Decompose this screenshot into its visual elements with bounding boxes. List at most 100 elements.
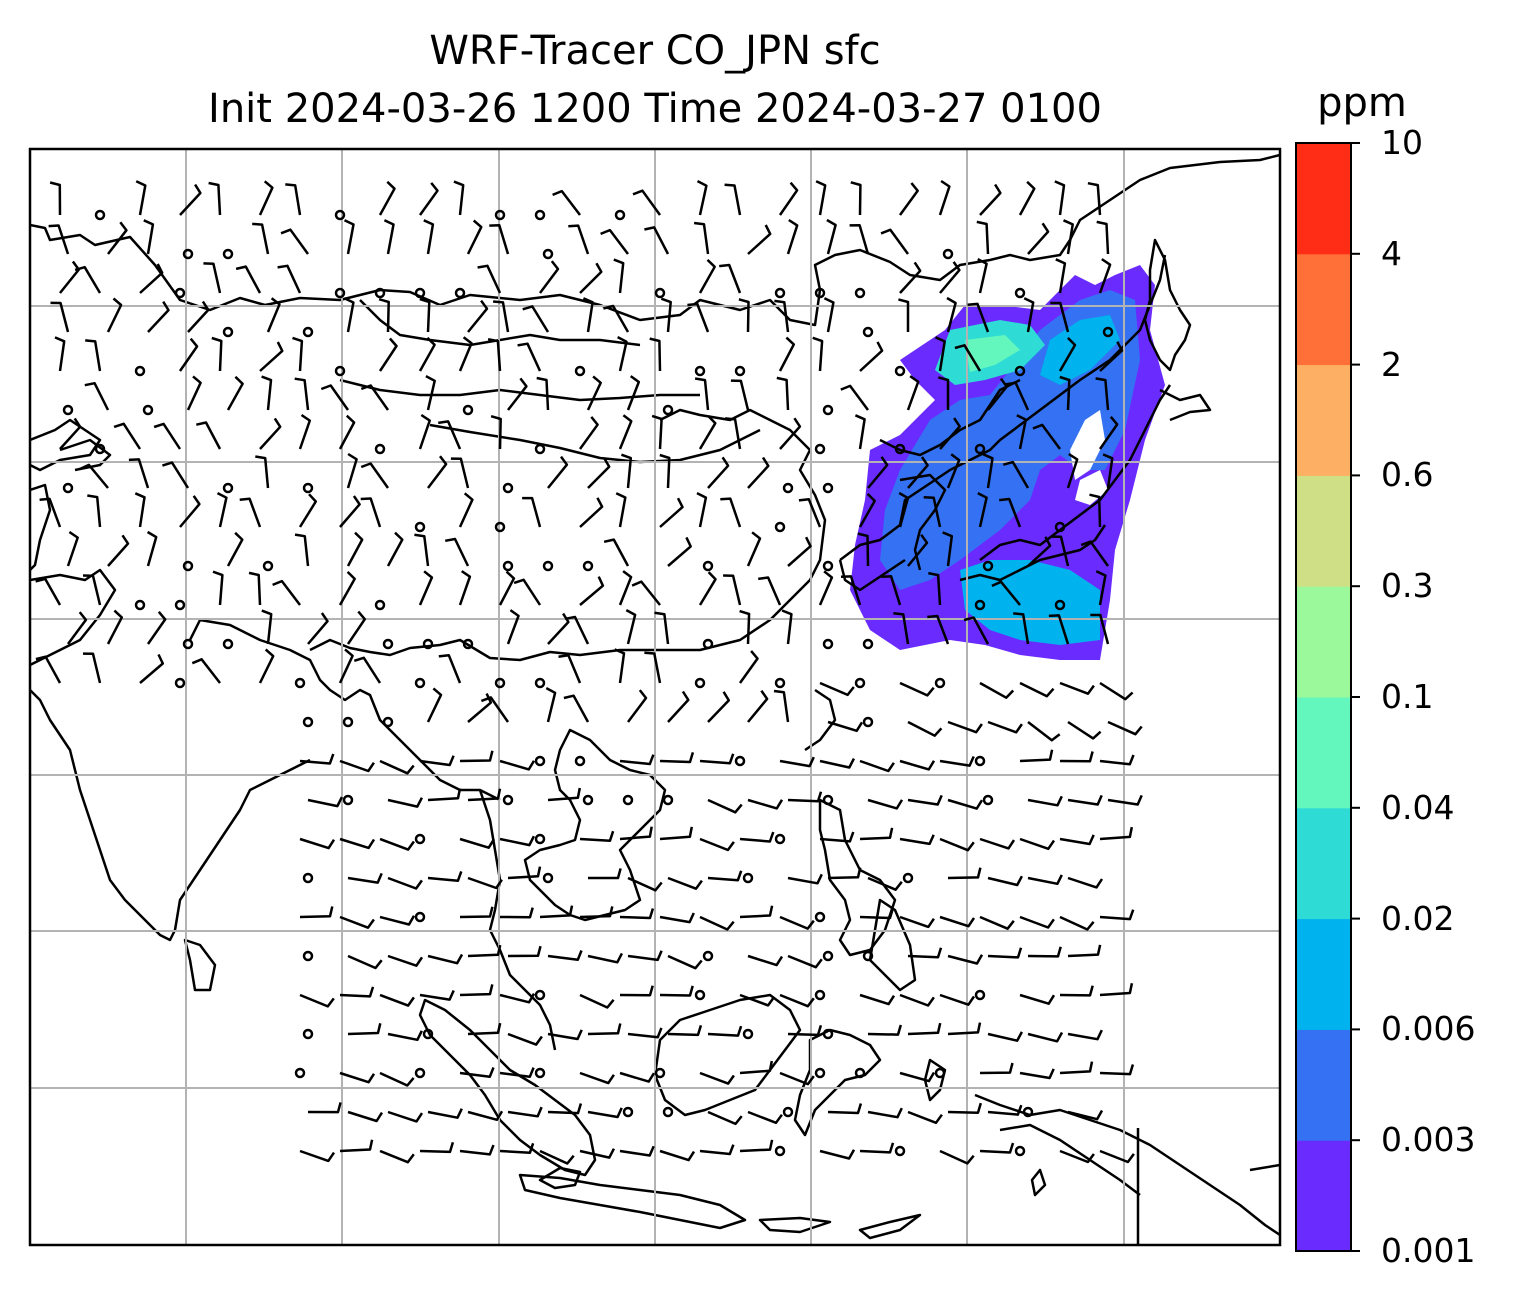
wind-barb [466,219,483,255]
wind-barb [849,223,870,255]
calm-wind-marker [662,1106,674,1118]
calm-wind-marker [182,638,194,650]
wind-barb [307,796,344,808]
wind-barb [627,876,663,892]
wind-barb [739,831,775,843]
wind-barb [987,720,1023,734]
wind-barb [261,609,273,645]
wind-barb [147,300,170,333]
wind-barb [307,1102,342,1114]
calm-wind-marker [894,1145,906,1157]
wind-barb [1054,180,1066,216]
wind-barb [617,335,628,372]
wind-barb [547,1029,583,1041]
wind-barb [979,837,1016,850]
wind-barb [906,375,920,411]
wind-barb [54,336,66,372]
wind-barb [979,183,1002,216]
wind-barb [587,1107,623,1119]
wind-barb [977,491,988,528]
wind-barb [798,497,822,528]
calm-wind-marker [662,794,674,806]
wind-barb [579,262,603,294]
wind-barb [938,179,951,216]
wind-barb [758,576,782,606]
wind-barb [299,753,335,765]
calm-wind-marker [302,872,314,884]
wind-barb [539,260,560,294]
wind-barb [146,530,158,567]
wind-barb [539,905,574,919]
calm-wind-marker [894,443,906,455]
wind-barb [698,258,716,294]
wind-barb [84,381,110,411]
wind-barb [1059,985,1094,997]
colorbar-segment [1296,807,1351,920]
wind-barb [339,915,375,929]
colorbar [1295,142,1360,1252]
wind-barb [739,1060,774,1075]
calm-wind-marker [462,638,474,650]
wind-barb [687,302,710,333]
wind-barb [261,375,273,411]
wind-barb [699,1144,735,1156]
wind-barb [818,570,834,606]
wind-barb [1102,453,1114,489]
wind-barb [139,263,164,294]
wind-barb [898,298,910,332]
wind-barb [1023,297,1035,333]
wind-barb [139,653,165,684]
wind-barb [467,876,503,890]
wind-barb [379,759,415,775]
wind-barb [517,342,542,372]
wind-barb [619,985,654,997]
calm-wind-marker [742,872,754,884]
calm-wind-marker [822,404,834,416]
colorbar-tick-label: 0.3 [1381,566,1434,606]
wind-barb [191,658,221,684]
calm-wind-marker [262,560,274,572]
calm-wind-marker [62,404,74,416]
wind-barb [1050,535,1070,567]
wind-barb [179,183,202,216]
calm-wind-marker [974,443,986,455]
calm-wind-marker [1014,365,1026,377]
wind-barb [739,993,775,1007]
wind-barb [907,794,943,806]
calm-wind-marker [334,287,346,299]
wind-barb [499,1142,535,1155]
wind-barb [162,461,190,489]
calm-wind-marker [662,404,674,416]
calm-wind-marker [182,248,194,260]
wind-barb [747,1110,783,1125]
wind-barb [427,788,462,802]
wind-barb [939,1149,975,1165]
wind-barb [779,1071,815,1086]
calm-wind-marker [534,989,546,1001]
wind-barb [1019,1068,1055,1080]
wind-barb [299,837,336,850]
wind-barb [346,531,364,567]
calm-wind-marker [542,872,554,884]
wind-barb [627,950,663,962]
wind-barb [513,578,542,606]
wind-barb [107,534,130,567]
wind-barb [1098,415,1119,450]
wind-barb [739,609,751,645]
wind-barb [991,580,1021,606]
wind-barb [252,222,270,255]
wind-barb [208,181,222,216]
calm-wind-marker [414,911,426,923]
wind-barb [651,414,663,450]
wind-barb [579,906,614,919]
wind-barb [418,182,439,216]
wind-barb [619,754,655,766]
wind-barb [379,837,415,851]
wind-barb [898,182,919,216]
wind-barb [934,336,946,372]
calm-wind-marker [782,1106,794,1118]
wind-barb [320,384,350,411]
wind-barb [489,224,510,255]
wind-barb [427,1108,463,1119]
calm-wind-marker [294,677,306,689]
